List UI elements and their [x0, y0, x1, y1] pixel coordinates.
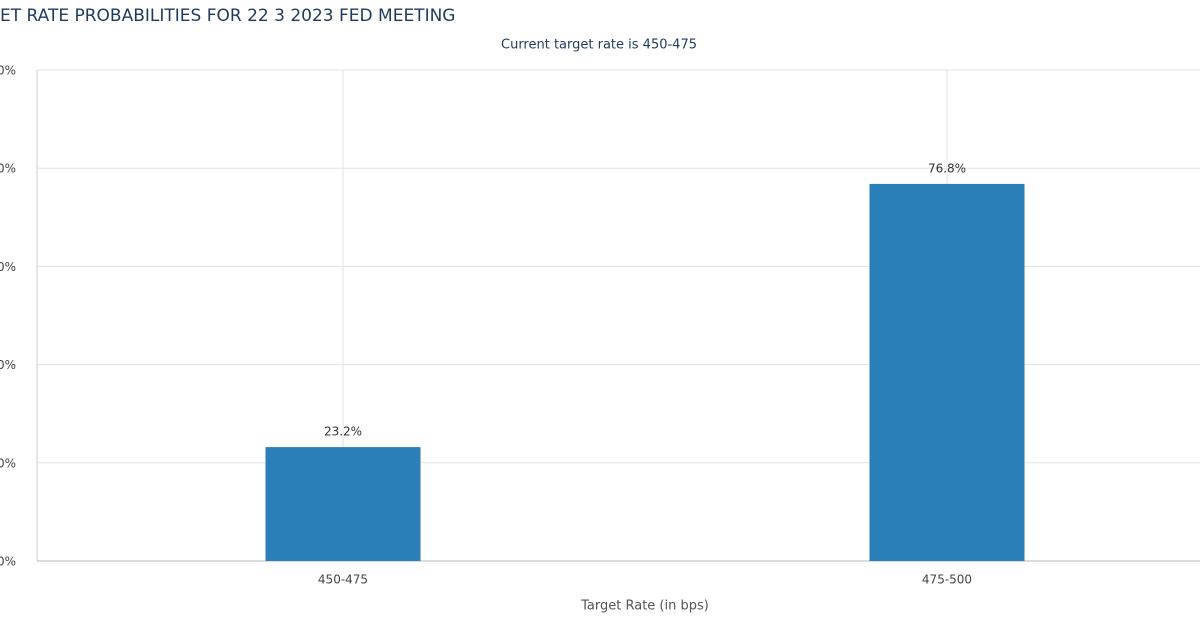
- y-tick-label: 20%: [0, 456, 16, 470]
- chart-subtitle: Current target rate is 450-475: [501, 38, 697, 53]
- data-label: 23.2%: [324, 425, 362, 439]
- x-axis-title: Target Rate (in bps): [580, 599, 709, 614]
- x-tick-label: 450-475: [318, 573, 368, 587]
- x-tick-label: 475-500: [922, 573, 972, 587]
- y-tick-label: 60%: [0, 260, 16, 274]
- bar: [869, 183, 1025, 562]
- chart-title: ET RATE PROBABILITIES FOR 22 3 2023 FED …: [0, 6, 455, 26]
- y-tick-label: 100%: [0, 64, 16, 78]
- y-tick-label: 80%: [0, 162, 16, 176]
- data-label: 76.8%: [928, 161, 966, 175]
- bar: [265, 447, 421, 561]
- y-tick-label: 40%: [0, 358, 16, 372]
- y-tick-label: 0%: [0, 555, 16, 569]
